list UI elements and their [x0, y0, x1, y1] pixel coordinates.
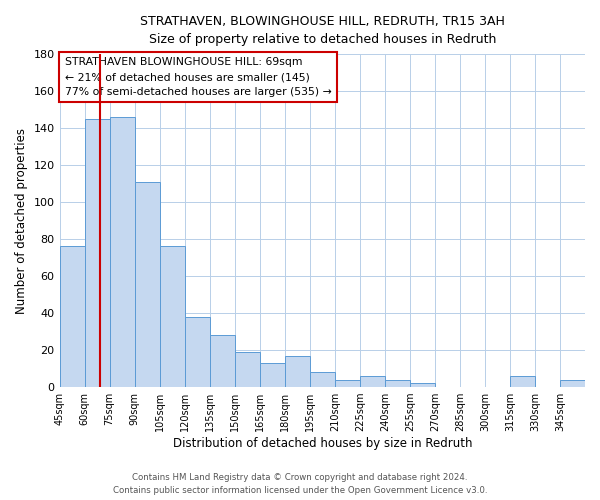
Bar [235, 352, 260, 387]
Bar [335, 380, 360, 387]
Bar [134, 182, 160, 387]
Bar [385, 380, 410, 387]
Bar [59, 246, 85, 387]
Bar [185, 317, 209, 387]
Bar [209, 336, 235, 387]
Bar [560, 380, 585, 387]
Bar [110, 117, 134, 387]
Bar [85, 119, 110, 387]
Bar [310, 372, 335, 387]
Bar [285, 356, 310, 387]
Bar [260, 363, 285, 387]
Bar [410, 384, 435, 387]
Text: Contains HM Land Registry data © Crown copyright and database right 2024.
Contai: Contains HM Land Registry data © Crown c… [113, 474, 487, 495]
Bar [510, 376, 535, 387]
X-axis label: Distribution of detached houses by size in Redruth: Distribution of detached houses by size … [173, 437, 472, 450]
Text: STRATHAVEN BLOWINGHOUSE HILL: 69sqm
← 21% of detached houses are smaller (145)
7: STRATHAVEN BLOWINGHOUSE HILL: 69sqm ← 21… [65, 58, 332, 97]
Bar [160, 246, 185, 387]
Bar [360, 376, 385, 387]
Title: STRATHAVEN, BLOWINGHOUSE HILL, REDRUTH, TR15 3AH
Size of property relative to de: STRATHAVEN, BLOWINGHOUSE HILL, REDRUTH, … [140, 15, 505, 46]
Y-axis label: Number of detached properties: Number of detached properties [15, 128, 28, 314]
